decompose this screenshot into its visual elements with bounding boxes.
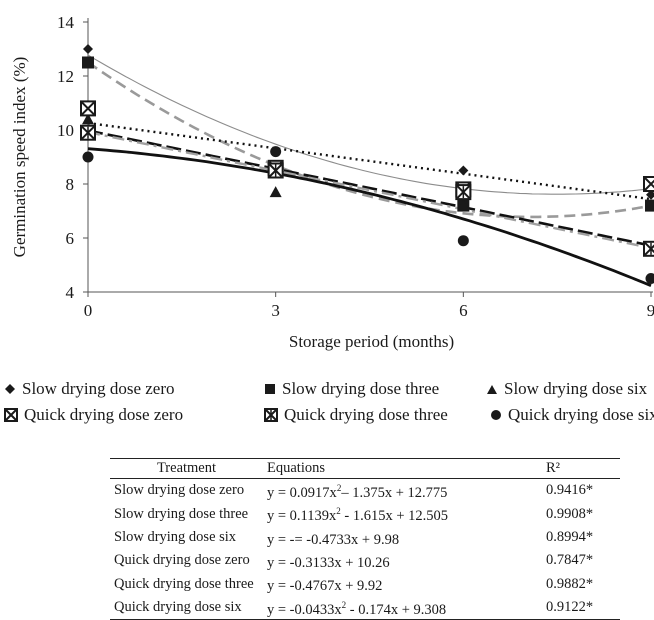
cell-equation: y = -0.0433x2 - 0.174x + 9.308 [263, 596, 542, 620]
boxed-x-marker-icon [4, 408, 18, 422]
legend-label: Quick drying dose three [284, 402, 448, 428]
cell-treatment: Slow drying dose zero [110, 479, 263, 503]
cell-treatment: Quick drying dose three [110, 572, 263, 595]
legend-label: Quick drying dose six [508, 402, 654, 428]
data-point-diamond [83, 44, 93, 54]
data-point-boxed-star [644, 242, 654, 256]
diamond-marker [83, 44, 93, 54]
legend-item-slow-zero: Slow drying dose zero [4, 376, 175, 402]
square-marker [645, 200, 654, 212]
data-point-diamond [458, 166, 468, 176]
circle-marker [458, 235, 469, 246]
data-point-boxed-star [269, 164, 283, 178]
x-tick-label: 6 [459, 301, 468, 320]
legend-item-quick-three: Quick drying dose three [264, 402, 448, 428]
regression-table: Treatment Equations R² Slow drying dose … [110, 458, 620, 620]
x-tick-label: 0 [84, 301, 93, 320]
table-row: Quick drying dose zero y = -0.3133x + 10… [110, 549, 620, 572]
data-point-circle [646, 273, 654, 284]
cell-treatment: Quick drying dose six [110, 596, 263, 620]
y-tick-label: 4 [66, 283, 75, 302]
legend-item-slow-six: Slow drying dose six [486, 376, 647, 402]
x-tick-label: 3 [271, 301, 280, 320]
y-tick-label: 12 [57, 67, 74, 86]
cell-r2: 0.9416* [542, 479, 620, 503]
header-r2: R² [542, 459, 620, 479]
cell-equation: y = 0.1139x2 - 1.615x + 12.505 [263, 502, 542, 525]
data-point-triangle [270, 186, 282, 197]
circle-marker [83, 152, 94, 163]
legend-item-slow-three: Slow drying dose three [264, 376, 439, 402]
chart-legend: Slow drying dose zero Slow drying dose t… [0, 376, 654, 428]
legend-label: Slow drying dose zero [22, 376, 175, 402]
circle-marker [270, 146, 281, 157]
x-tick-label: 9 [647, 301, 654, 320]
header-treatment: Treatment [110, 459, 263, 479]
square-marker-icon [264, 383, 276, 395]
cell-equation: y = -0.4767x + 9.92 [263, 572, 542, 595]
legend-label: Quick drying dose zero [24, 402, 183, 428]
data-point-circle [458, 235, 469, 246]
data-point-boxed-star [456, 185, 470, 199]
table-row: Quick drying dose three y = -0.4767x + 9… [110, 572, 620, 595]
table-row: Slow drying dose three y = 0.1139x2 - 1.… [110, 502, 620, 525]
table-row: Slow drying dose zero y = 0.0917x2– 1.37… [110, 479, 620, 503]
legend-label: Slow drying dose three [282, 376, 439, 402]
y-axis-title: Germination speed index (%) [10, 57, 29, 258]
cell-treatment: Quick drying dose zero [110, 549, 263, 572]
fit-curve [88, 131, 651, 246]
legend-row-2: Quick drying dose zero Quick drying dose… [0, 402, 654, 428]
triangle-marker [270, 186, 282, 197]
data-point-boxed-x [644, 177, 654, 191]
data-point-square [645, 200, 654, 212]
cell-equation: y = 0.0917x2– 1.375x + 12.775 [263, 479, 542, 503]
legend-row-1: Slow drying dose zero Slow drying dose t… [0, 376, 654, 402]
data-point-boxed-x [81, 101, 95, 115]
header-equations: Equations [263, 459, 542, 479]
data-point-circle [83, 152, 94, 163]
boxed-star-marker-icon [264, 408, 278, 422]
table-row: Quick drying dose six y = -0.0433x2 - 0.… [110, 596, 620, 620]
cell-r2: 0.9122* [542, 596, 620, 620]
table-row: Slow drying dose six y = -= -0.4733x + 9… [110, 526, 620, 549]
cell-treatment: Slow drying dose six [110, 526, 263, 549]
fit-curve [88, 55, 651, 194]
cell-equation: y = -0.3133x + 10.26 [263, 549, 542, 572]
cell-r2: 0.7847* [542, 549, 620, 572]
cell-r2: 0.9908* [542, 502, 620, 525]
y-tick-label: 6 [66, 229, 75, 248]
circle-marker-icon [490, 409, 502, 421]
triangle-marker-icon [486, 383, 498, 395]
y-tick-label: 14 [57, 13, 75, 32]
legend-item-quick-zero: Quick drying dose zero [4, 402, 183, 428]
cell-treatment: Slow drying dose three [110, 502, 263, 525]
data-point-boxed-star [81, 126, 95, 140]
x-axis-title: Storage period (months) [289, 332, 454, 351]
diamond-marker [458, 166, 468, 176]
data-point-circle [270, 146, 281, 157]
cell-r2: 0.9882* [542, 572, 620, 595]
data-point-square [82, 57, 94, 69]
germination-chart: 4 6 8 10 12 14 0 3 6 9 Storage period (months) Germ… [0, 0, 654, 360]
cell-equation: y = -= -0.4733x + 9.98 [263, 526, 542, 549]
legend-label: Slow drying dose six [504, 376, 647, 402]
legend-item-quick-six: Quick drying dose six [490, 402, 654, 428]
table-header-row: Treatment Equations R² [110, 459, 620, 479]
square-marker [82, 57, 94, 69]
diamond-marker-icon [4, 383, 16, 395]
fit-curve [88, 132, 651, 248]
y-tick-label: 8 [66, 175, 75, 194]
y-tick-label: 10 [57, 121, 74, 140]
circle-marker [646, 273, 654, 284]
cell-r2: 0.8994* [542, 526, 620, 549]
